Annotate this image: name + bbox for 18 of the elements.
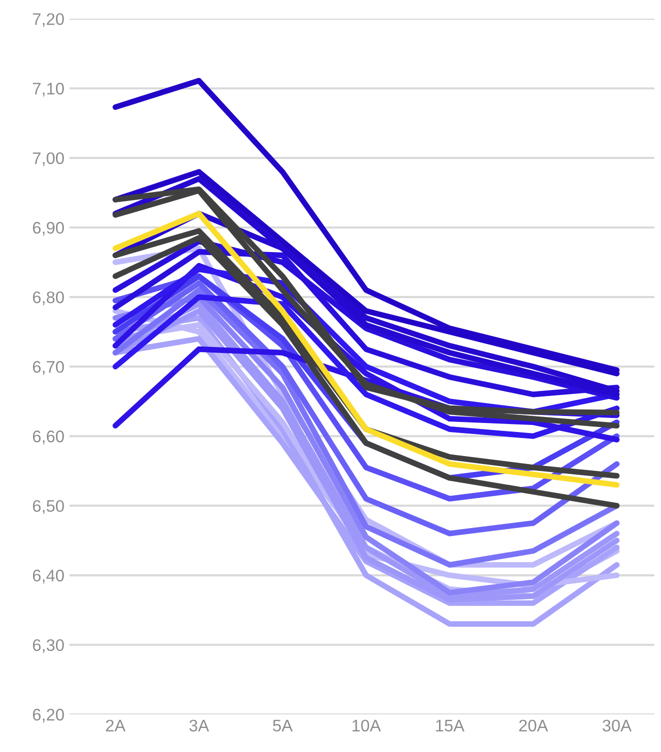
y-tick-label: 7,10: [32, 82, 64, 97]
y-tick-label: 6,60: [32, 430, 64, 444]
y-tick-label: 6,50: [32, 500, 64, 514]
x-tick-label: 5A: [272, 720, 293, 732]
y-tick-label: 7,00: [32, 152, 64, 166]
y-tick-label: 6,30: [32, 639, 64, 654]
x-tick-label: 20A: [519, 720, 548, 732]
y-tick-label: 6,80: [32, 291, 64, 306]
y-tick-label: 6,40: [32, 570, 64, 584]
x-tick-label: 3A: [189, 720, 210, 732]
x-tick-label: 2A: [106, 720, 126, 732]
x-tick-label: 30A: [602, 720, 632, 732]
y-tick-label: 7,20: [32, 13, 64, 27]
y-tick-label: 6,90: [32, 222, 64, 236]
x-tick-label: 15A: [436, 720, 464, 732]
y-tick-label: 6,20: [32, 708, 64, 723]
y-tick-label: 6,70: [32, 361, 64, 375]
x-tick-label: 10A: [352, 720, 381, 732]
